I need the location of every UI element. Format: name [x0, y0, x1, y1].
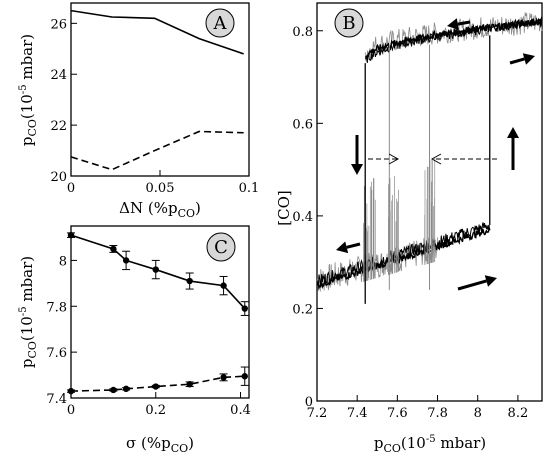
panel-b-arrows — [336, 18, 535, 291]
panel-a-ticks: 0 0.05 0.1 20 22 24 26 — [50, 17, 259, 196]
panel-b-ticks: 7.2 7.4 7.6 7.8 8 8.2 0 0.2 0.4 0.6 0.8 — [292, 25, 528, 421]
arrow-shaft — [509, 57, 525, 65]
data-point — [241, 305, 248, 312]
y-tick-label: 0.8 — [292, 25, 313, 40]
y-tick-label: 0.4 — [292, 210, 313, 225]
data-point — [110, 386, 117, 394]
panel-c-lines — [67, 231, 249, 395]
panel-c-ticks: 0 0.2 0.4 7.4 7.6 7.8 8 — [46, 254, 251, 418]
panel-b-letter: B — [334, 8, 364, 38]
panel-c-frame — [70, 225, 250, 399]
panel-c-ylabel: pCO(10-5 mbar) — [18, 256, 39, 368]
y-tick-label: 8 — [59, 254, 67, 269]
data-point — [67, 231, 75, 239]
panel-c-letter: C — [206, 232, 236, 262]
data-point — [122, 385, 130, 393]
svg-text:A: A — [213, 13, 228, 34]
data-point — [241, 373, 248, 380]
panel-b: 7.2 7.4 7.6 7.8 8 8.2 0 0.2 0.4 0.6 0.8 B [CO] pCO… — [275, 2, 543, 455]
arrow-shaft — [457, 20, 471, 26]
arrow-shaft — [457, 279, 487, 291]
data-point — [152, 266, 159, 273]
x-tick-label: 7.2 — [307, 406, 328, 421]
svg-text:B: B — [342, 13, 355, 34]
data-point — [110, 245, 117, 253]
panel-a-ylabel: pCO(10-5 mbar) — [18, 34, 39, 146]
arrow-head — [351, 164, 363, 175]
panel-a-lines — [70, 9, 244, 171]
x-tick-label: 7.4 — [347, 406, 368, 421]
y-tick-label: 0.6 — [292, 117, 313, 132]
series-dashed-line — [70, 130, 244, 171]
panel-c-xlabel: σ (%pCO) — [126, 434, 194, 455]
panel-a-letter: A — [205, 8, 235, 38]
arrow-shaft — [346, 242, 361, 249]
x-tick-label: 7.8 — [427, 406, 448, 421]
panel-b-xlabel: pCO(10-5 mbar) — [374, 434, 486, 455]
x-tick-label: 0.4 — [230, 403, 251, 418]
upper-branch-trace-core — [365, 16, 543, 59]
panel-b-frame — [316, 2, 543, 402]
arrow-head — [447, 18, 459, 31]
arrow-head — [388, 153, 400, 165]
x-tick-label: 0.1 — [239, 181, 260, 196]
y-tick-label: 7.8 — [46, 300, 67, 315]
y-tick-label: 7.4 — [46, 392, 67, 407]
arrow-head — [522, 53, 535, 65]
arrow-head — [336, 241, 349, 254]
panel-c: 0 0.2 0.4 7.4 7.6 7.8 8 C pCO(10-5 mbar) σ (%p… — [18, 225, 251, 455]
data-point — [220, 374, 227, 381]
svg-text:C: C — [214, 237, 228, 258]
panel-a: 0 0.05 0.1 20 22 24 26 A pCO(10-5 mbar) ΔN (%p… — [18, 2, 259, 220]
x-tick-label: 0 — [67, 181, 75, 196]
y-tick-label: 24 — [50, 68, 67, 83]
x-tick-label: 8.2 — [508, 406, 529, 421]
panel-b-ylabel: [CO] — [275, 190, 293, 225]
x-tick-label: 0 — [67, 403, 75, 418]
data-point — [152, 383, 159, 390]
x-tick-label: 0.2 — [145, 403, 166, 418]
data-point — [220, 282, 227, 289]
y-tick-label: 0.2 — [292, 302, 313, 317]
y-tick-label: 7.6 — [46, 346, 67, 361]
y-tick-label: 20 — [50, 170, 67, 185]
y-tick-label: 26 — [50, 17, 67, 32]
x-tick-label: 8 — [474, 406, 482, 421]
data-point — [186, 277, 193, 285]
lower-branch-trace-core — [316, 227, 491, 291]
series-solid-line — [70, 9, 244, 55]
arrow-head — [507, 127, 519, 138]
y-tick-label: 22 — [50, 119, 67, 134]
data-point — [67, 387, 75, 395]
data-point — [122, 257, 130, 264]
panel-b-lines — [316, 12, 543, 304]
x-tick-label: 0.05 — [146, 181, 175, 196]
panel-a-xlabel: ΔN (%pCO) — [119, 199, 201, 220]
arrow-head — [430, 153, 442, 165]
data-point — [186, 381, 193, 388]
y-tick-label: 0 — [305, 395, 313, 410]
x-tick-label: 7.6 — [387, 406, 408, 421]
arrow-head — [484, 275, 497, 287]
